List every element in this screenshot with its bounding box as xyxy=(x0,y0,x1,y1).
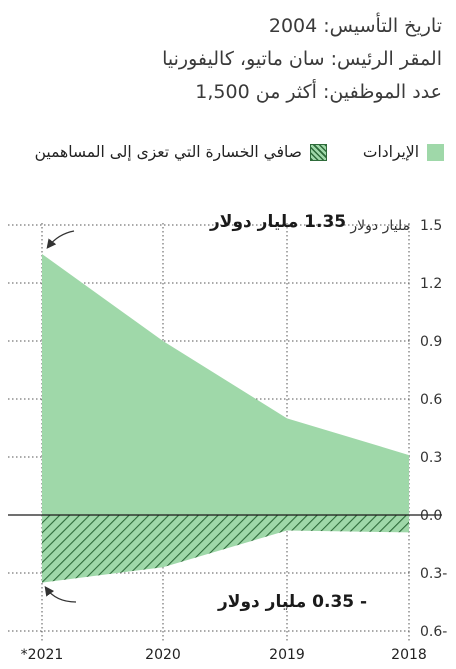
annotation-layer: 1.35 مليار دولار - 0.35 مليار دولار xyxy=(44,212,367,612)
chart-legend: الإيرادات صافي الخسارة التي تعزى إلى الم… xyxy=(8,140,444,164)
x-tick-label: 2019 xyxy=(269,647,305,663)
peak-revenue-label: 1.35 مليار دولار xyxy=(209,212,346,232)
founded-fact: تاريخ التأسيس: 2004 xyxy=(268,15,442,37)
y-tick-label: 1.5 xyxy=(420,218,442,234)
y-tick-label: 0.3- xyxy=(420,566,447,582)
headquarters-fact: المقر الرئيس: سان ماتيو، كاليفورنيا xyxy=(162,48,442,70)
loss-swatch xyxy=(309,143,327,161)
x-tick-label: 2020 xyxy=(145,647,181,663)
y-tick-label: 0.6- xyxy=(420,624,447,640)
legend-revenue-label: الإيرادات xyxy=(362,143,419,161)
x-tick-label: 2018 xyxy=(391,647,427,663)
revenue-area xyxy=(42,254,409,515)
y-tick-label: 0.9 xyxy=(420,334,442,350)
legend-revenue: الإيرادات xyxy=(363,143,444,161)
net-loss-arrow xyxy=(44,586,77,603)
legend-loss: صافي الخسارة التي تعزى إلى المساهمين xyxy=(35,143,327,161)
y-tick-label: 0.0 xyxy=(420,508,442,524)
y-unit-label: مليار دولار xyxy=(349,218,410,234)
x-tick-label: *2021 xyxy=(21,647,64,663)
y-tick-label: 1.2 xyxy=(420,276,442,292)
employees-fact: عدد الموظفين: أكثر من 1,500 xyxy=(195,81,442,103)
peak-revenue-arrow xyxy=(46,230,75,249)
legend-loss-label: صافي الخسارة التي تعزى إلى المساهمين xyxy=(34,143,302,161)
area-layer xyxy=(8,254,442,583)
y-tick-label: 0.6 xyxy=(420,392,442,408)
tick-layer: 1.5 1.2 0.9 0.6 0.3 0.0 0.3- 0.6- مليار دولار *20… xyxy=(21,218,448,663)
net-loss-label: - 0.35 مليار دولار xyxy=(217,592,367,612)
revenue-swatch xyxy=(427,143,444,161)
net-loss-area xyxy=(42,515,409,583)
company-facts: تاريخ التأسيس: 2004 المقر الرئيس: سان ما… xyxy=(162,10,442,109)
y-tick-label: 0.3 xyxy=(420,450,442,466)
